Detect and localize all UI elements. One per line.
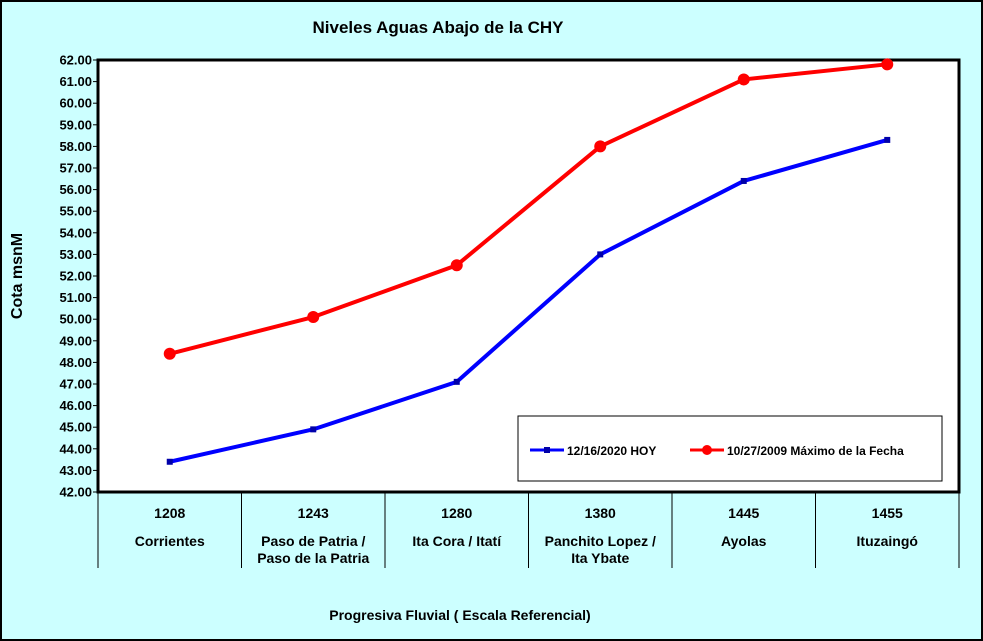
y-tick-label: 49.00: [59, 333, 92, 348]
y-axis: 42.00 43.00 44.00 45.00 46.00 47.00 48.00 49.00…: [59, 53, 98, 500]
y-tick-label: 52.00: [59, 269, 92, 284]
y-tick-label: 58.00: [59, 139, 92, 154]
data-point: [450, 259, 463, 272]
data-point: [737, 73, 750, 86]
y-tick-label: 59.00: [59, 117, 92, 132]
y-tick-label: 54.00: [59, 225, 92, 240]
x-tick-label-station: Paso de Patria /: [261, 533, 365, 549]
data-point: [310, 426, 317, 433]
series-group: [163, 58, 894, 465]
x-tick-label-station: Panchito Lopez /: [545, 533, 656, 549]
data-point: [881, 58, 894, 71]
y-tick-label: 55.00: [59, 204, 92, 219]
legend-marker: [702, 445, 712, 455]
x-tick-label-station: Ita Ybate: [571, 550, 629, 566]
x-tick-label-km: 1455: [872, 505, 903, 521]
x-axis-label: Progresiva Fluvial ( Escala Referencial): [329, 607, 590, 623]
legend-label: 10/27/2009 Máximo de la Fecha: [727, 444, 904, 458]
y-tick-label: 47.00: [59, 377, 92, 392]
data-point: [307, 311, 320, 324]
legend-label: 12/16/2020 HOY: [567, 444, 656, 458]
data-point: [453, 378, 460, 385]
series-line: [169, 62, 888, 356]
y-tick-label: 61.00: [59, 74, 92, 89]
x-tick-label-km: 1280: [441, 505, 472, 521]
chart-title: Niveles Aguas Abajo de la CHY: [313, 18, 565, 37]
legend-marker: [544, 447, 550, 453]
series-line: [169, 137, 888, 464]
x-tick-label-km: 1380: [585, 505, 616, 521]
data-point: [597, 251, 604, 258]
x-tick-label-km: 1445: [728, 505, 759, 521]
x-tick-label-station: Corrientes: [135, 533, 205, 549]
y-tick-label: 60.00: [59, 96, 92, 111]
x-tick-label-station: Ituzaingó: [857, 533, 918, 549]
y-tick-label: 46.00: [59, 398, 92, 413]
y-axis-label: Cota msnM: [9, 233, 26, 319]
data-point: [884, 136, 891, 143]
x-tick-label-station: Paso de la Patria: [257, 550, 369, 566]
x-tick-label-km: 1243: [298, 505, 329, 521]
y-tick-label: 42.00: [59, 485, 92, 500]
y-tick-label: 57.00: [59, 161, 92, 176]
data-point: [166, 458, 173, 465]
y-tick-label: 50.00: [59, 312, 92, 327]
data-point: [594, 140, 607, 153]
data-point: [163, 347, 176, 360]
y-tick-label: 48.00: [59, 355, 92, 370]
y-tick-label: 43.00: [59, 463, 92, 478]
x-tick-label-station: Ayolas: [721, 533, 767, 549]
x-tick-label-station: Ita Cora / Itatí: [412, 533, 502, 549]
y-tick-label: 56.00: [59, 182, 92, 197]
legend: 12/16/2020 HOY 10/27/2009 Máximo de la Fe…: [517, 415, 943, 482]
y-tick-label: 45.00: [59, 420, 92, 435]
y-tick-label: 51.00: [59, 290, 92, 305]
x-axis-table: 1208 Corrientes 1243 Paso de Patria /Paso d…: [97, 492, 960, 568]
y-tick-label: 62.00: [59, 53, 92, 68]
data-point: [740, 177, 747, 184]
legend-box: [517, 415, 943, 482]
x-tick-label-km: 1208: [154, 505, 185, 521]
y-tick-label: 44.00: [59, 441, 92, 456]
y-tick-label: 53.00: [59, 247, 92, 262]
